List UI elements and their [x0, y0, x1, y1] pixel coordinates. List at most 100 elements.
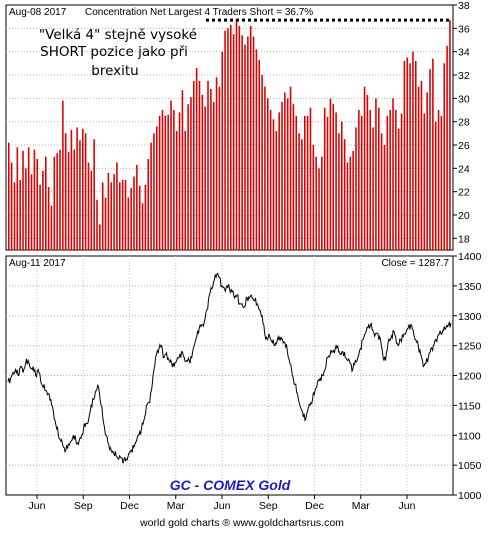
- cot-bar: [415, 61, 417, 250]
- price-x-tick-label: Sep: [259, 500, 278, 512]
- cot-bar: [64, 133, 67, 250]
- cot-bar: [383, 145, 386, 250]
- cot-bar: [355, 127, 357, 250]
- cot-bar: [150, 142, 152, 250]
- cot-bar: [218, 86, 221, 250]
- cot-bar: [429, 69, 431, 250]
- cot-bar: [304, 115, 306, 250]
- cot-bar: [420, 80, 423, 250]
- cot-bars: [8, 19, 451, 251]
- cot-bar: [323, 107, 326, 250]
- cot-bar: [147, 159, 150, 250]
- cot-y-tick-label: 38: [458, 0, 470, 12]
- cot-bar: [173, 110, 175, 250]
- cot-bar: [252, 36, 255, 250]
- cot-bar: [39, 184, 41, 250]
- cot-bar: [247, 36, 249, 250]
- price-x-tick-label: Dec: [305, 500, 324, 512]
- price-x-tick-label: Jun: [399, 500, 416, 512]
- cot-y-axis: 18 20 22 24 26 28 30 32 34 36 38: [453, 0, 470, 245]
- cot-bar: [62, 100, 64, 250]
- cot-bar: [187, 104, 189, 250]
- price-y-tick-label: 1250: [458, 341, 482, 353]
- cot-bar: [309, 107, 312, 250]
- cot-bar: [363, 86, 366, 250]
- cot-bar: [403, 61, 406, 250]
- cot-bar: [90, 170, 93, 250]
- cot-bar: [59, 149, 61, 250]
- cot-bar: [449, 20, 451, 251]
- cot-bar: [156, 126, 158, 250]
- cot-bar: [241, 35, 243, 250]
- annotation-line-3: brexitu: [91, 63, 138, 79]
- price-y-tick-label: 1100: [458, 430, 481, 442]
- cot-bar: [25, 168, 27, 250]
- cot-bar: [275, 131, 278, 250]
- cot-bar: [244, 44, 246, 250]
- cot-bar: [369, 110, 372, 250]
- price-x-tick-label: Mar: [352, 500, 371, 512]
- cot-bar: [315, 156, 317, 250]
- cot-bar: [386, 115, 389, 250]
- cot-bar: [207, 80, 209, 250]
- price-y-tick-label: 1300: [458, 311, 482, 323]
- price-y-tick-label: 1000: [458, 490, 482, 502]
- cot-bar: [221, 51, 224, 250]
- cot-y-tick-label: 30: [458, 93, 470, 105]
- cot-bar: [136, 164, 138, 250]
- price-close-label: Close = 1287.7: [381, 258, 449, 269]
- cot-bar: [267, 98, 269, 250]
- cot-bar: [10, 162, 13, 250]
- cot-bar: [22, 150, 24, 250]
- cot-bar: [332, 104, 335, 250]
- cot-bar: [392, 98, 394, 250]
- cot-bar: [133, 176, 135, 250]
- cot-bar: [164, 115, 167, 250]
- cot-y-tick-label: 32: [458, 70, 470, 82]
- price-y-tick-label: 1050: [458, 460, 482, 472]
- cot-bar: [107, 173, 110, 250]
- cot-bar: [201, 94, 204, 250]
- cot-title: Concentration Net Largest 4 Traders Shor…: [85, 7, 313, 18]
- cot-y-tick-label: 18: [458, 233, 470, 245]
- cot-bar: [378, 107, 380, 250]
- cot-bar: [33, 149, 36, 250]
- price-y-axis: 1000 1050 1100 1150 1200 1250 1300 1350 1400: [453, 251, 482, 502]
- price-y-tick-label: 1200: [458, 371, 482, 383]
- price-y-tick-label: 1350: [458, 281, 482, 293]
- cot-bar: [292, 104, 295, 250]
- cot-bar: [45, 156, 47, 250]
- price-x-tick-label: Jun: [214, 500, 231, 512]
- cot-bar: [440, 115, 443, 250]
- cot-bar: [289, 86, 292, 250]
- cot-bar: [195, 68, 198, 250]
- cot-bar: [99, 224, 101, 250]
- cot-bar: [281, 101, 283, 250]
- cot-bar: [286, 98, 289, 250]
- cot-bar: [389, 110, 391, 250]
- cot-bar: [170, 100, 172, 250]
- cot-bar: [8, 142, 10, 250]
- cot-bar: [358, 110, 360, 250]
- cot-bar: [341, 121, 343, 250]
- cot-bar: [138, 185, 141, 250]
- cot-y-tick-label: 36: [458, 23, 470, 35]
- cot-bar: [409, 63, 411, 250]
- cot-bar: [380, 133, 383, 250]
- cot-bar: [417, 86, 420, 250]
- cot-bar: [366, 94, 369, 250]
- cot-bar: [437, 110, 440, 250]
- cot-bar: [56, 153, 58, 250]
- cot-bar: [193, 80, 195, 250]
- price-x-tick-label: Dec: [120, 500, 139, 512]
- cot-bar: [27, 147, 30, 250]
- price-y-tick-label: 1400: [458, 251, 482, 263]
- cot-bar: [16, 147, 19, 250]
- price-x-axis: Jun Sep Dec Mar Jun Sep Dec Mar Jun: [29, 495, 416, 512]
- cot-bar: [261, 75, 263, 250]
- cot-y-tick-label: 20: [458, 210, 470, 222]
- cot-bar: [76, 127, 78, 250]
- cot-bar: [432, 58, 434, 250]
- cot-bar: [215, 77, 218, 250]
- cot-bar: [181, 90, 184, 250]
